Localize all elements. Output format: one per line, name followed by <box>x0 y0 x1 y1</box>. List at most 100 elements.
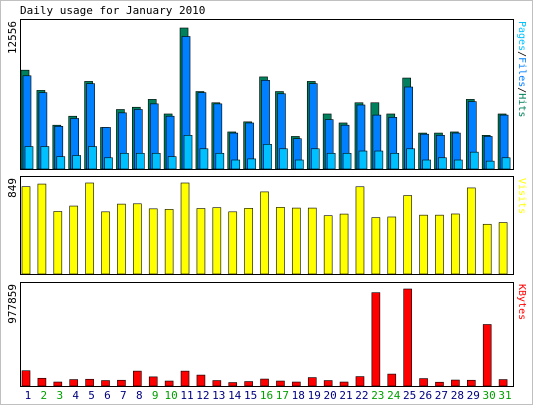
bar-visits <box>307 207 317 275</box>
bar-pages <box>501 157 511 170</box>
day-label: 20 <box>323 389 336 402</box>
bar-pages <box>167 156 177 170</box>
day-label: 29 <box>467 389 480 402</box>
bar-visits <box>466 187 476 275</box>
day-label: 16 <box>260 389 273 402</box>
day-label: 7 <box>120 389 127 402</box>
bar-visits <box>69 205 79 275</box>
bar-pages <box>358 150 368 170</box>
bar-kbytes <box>101 380 110 387</box>
bar-pages <box>279 148 288 170</box>
bar-kbytes <box>164 380 174 387</box>
bar-pages <box>295 159 304 170</box>
day-label: 19 <box>308 389 321 402</box>
y-max-label-kbytes: 977859 <box>6 284 19 324</box>
day-label: 24 <box>387 389 401 402</box>
bar-pages <box>326 152 336 170</box>
day-label: 14 <box>228 389 242 402</box>
bar-visits <box>148 208 158 275</box>
bar-kbytes <box>307 377 317 387</box>
bar-visits <box>21 186 31 275</box>
bar-kbytes <box>117 379 126 387</box>
day-label: 17 <box>276 389 289 402</box>
bar-visits <box>196 208 206 275</box>
bar-visits <box>260 191 269 275</box>
day-label: 21 <box>339 389 352 402</box>
bar-pages <box>24 146 34 170</box>
bar-kbytes <box>292 381 301 387</box>
legend-entry: KBytes <box>516 284 527 320</box>
bar-visits <box>180 182 190 275</box>
bar-kbytes <box>37 377 47 387</box>
bar-pages <box>247 158 256 170</box>
bar-pages <box>183 135 193 170</box>
day-label: 26 <box>419 389 432 402</box>
legend-kbytes: KBytes <box>516 284 527 320</box>
bar-kbytes <box>276 380 285 387</box>
bar-kbytes <box>21 370 31 387</box>
bar-pages <box>342 152 352 170</box>
bar-pages <box>72 155 82 170</box>
chart-title: Daily usage for January 2010 <box>20 4 205 17</box>
bar-kbytes <box>482 324 492 387</box>
day-label: 8 <box>136 389 143 402</box>
legend-entry: Pages <box>516 21 527 51</box>
bar-kbytes <box>323 380 333 387</box>
bar-kbytes <box>212 380 222 387</box>
bar-kbytes <box>419 378 428 387</box>
day-label: 27 <box>435 389 448 402</box>
bar-pages <box>136 152 145 170</box>
bar-visits <box>53 211 63 275</box>
bar-visits <box>101 211 110 275</box>
bar-visits <box>451 213 460 275</box>
bar-visits <box>387 216 397 275</box>
bar-visits <box>244 207 253 275</box>
day-label: 15 <box>244 389 257 402</box>
bar-pages <box>88 146 97 170</box>
bar-kbytes <box>244 381 253 387</box>
bar-kbytes <box>355 376 365 387</box>
legend-hits-files-pages: Pages/Files/Hits <box>516 21 527 117</box>
bar-kbytes <box>228 382 238 387</box>
bar-visits <box>435 214 444 275</box>
bar-pages <box>485 160 495 170</box>
bar-pages <box>422 159 431 170</box>
bar-kbytes <box>260 378 269 387</box>
day-label: 12 <box>196 389 209 402</box>
day-label: 25 <box>403 389 416 402</box>
day-label: 18 <box>292 389 305 402</box>
y-max-label-hits-files-pages: 12556 <box>6 21 19 54</box>
bar-kbytes <box>196 374 206 387</box>
legend-entry: / <box>516 87 527 93</box>
day-label: 1 <box>25 389 32 402</box>
bar-kbytes <box>451 379 460 387</box>
bar-visits <box>85 182 94 275</box>
bar-kbytes <box>180 370 190 387</box>
bar-visits <box>228 211 238 275</box>
bar-visits <box>37 183 47 275</box>
bar-pages <box>263 143 272 170</box>
legend-entry: Files <box>516 57 527 87</box>
legend-visits: Visits <box>516 178 527 214</box>
bar-pages <box>390 152 400 170</box>
panel-frame-kbytes <box>20 282 514 387</box>
day-label: 22 <box>355 389 368 402</box>
day-label: 31 <box>498 389 511 402</box>
bar-pages <box>104 157 113 170</box>
bar-visits <box>339 213 349 275</box>
day-label: 2 <box>41 389 48 402</box>
day-label: 11 <box>180 389 193 402</box>
bar-visits <box>403 195 412 275</box>
day-label: 10 <box>164 389 177 402</box>
day-label: 23 <box>371 389 384 402</box>
bar-kbytes <box>466 379 476 387</box>
bar-kbytes <box>69 379 79 387</box>
bar-pages <box>215 152 225 170</box>
day-label: 5 <box>88 389 95 402</box>
bar-pages <box>151 152 161 170</box>
bar-kbytes <box>53 381 63 387</box>
bar-pages <box>406 148 415 170</box>
bar-kbytes <box>85 378 94 387</box>
bar-pages <box>454 159 463 170</box>
